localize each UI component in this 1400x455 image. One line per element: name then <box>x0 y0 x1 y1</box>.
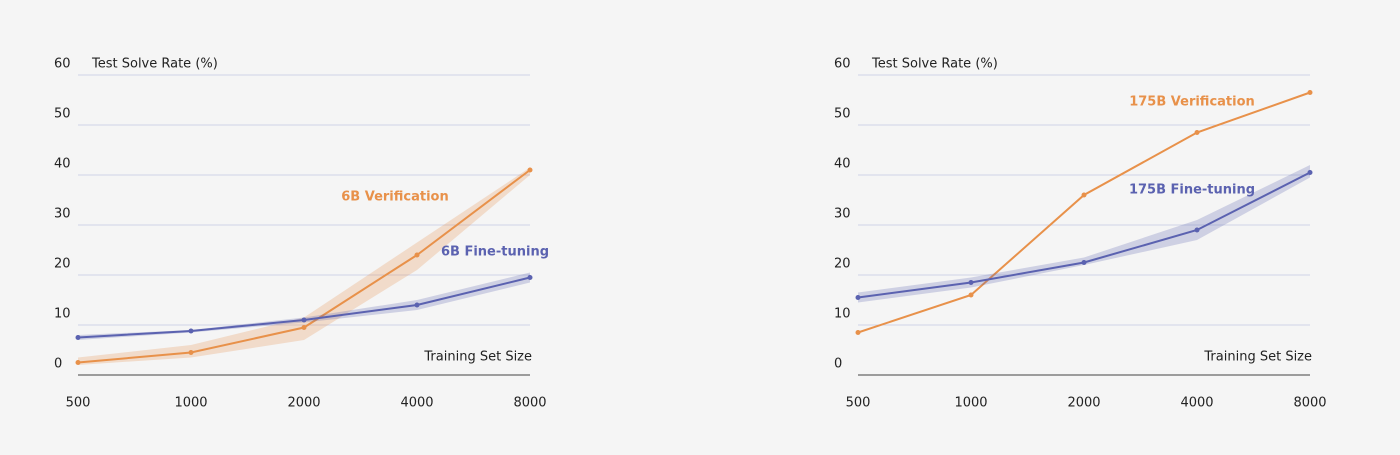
x-tick-label: 1000 <box>954 396 987 411</box>
x-tick-label: 4000 <box>400 396 433 411</box>
data-point <box>1081 192 1087 198</box>
data-point <box>1194 130 1200 135</box>
series-label: 175B Verification <box>1129 95 1255 110</box>
y-tick-label: 50 <box>54 107 71 122</box>
x-tick-label: 500 <box>66 396 91 411</box>
x-tick-label: 4000 <box>1180 396 1213 411</box>
data-point <box>1307 170 1313 175</box>
x-tick-label: 2000 <box>287 396 320 411</box>
y-tick-label: 30 <box>834 207 851 222</box>
confidence-band <box>858 165 1310 303</box>
series-label: 175B Fine-tuning <box>1129 183 1255 198</box>
confidence-band <box>78 272 530 340</box>
y-tick-label: 20 <box>834 257 851 272</box>
data-point <box>301 325 307 330</box>
y-tick-label: 60 <box>834 57 851 72</box>
data-point <box>188 350 194 355</box>
data-point <box>414 302 420 308</box>
series-label: 6B Fine-tuning <box>441 245 549 260</box>
y-tick-label: 0 <box>834 357 842 372</box>
data-point <box>968 292 974 298</box>
x-tick-label: 8000 <box>513 396 546 411</box>
data-point <box>527 275 533 280</box>
y-tick-label: 60 <box>54 57 71 72</box>
data-point <box>1307 90 1313 95</box>
x-axis-label: Training Set Size <box>423 350 532 365</box>
x-tick-label: 8000 <box>1293 396 1326 411</box>
y-tick-label: 50 <box>834 107 851 122</box>
data-point <box>1194 227 1200 233</box>
data-point <box>855 295 861 300</box>
data-point <box>968 280 974 285</box>
series-label: 6B Verification <box>341 190 449 205</box>
y-tick-label: 10 <box>834 307 851 322</box>
x-tick-label: 2000 <box>1067 396 1100 411</box>
data-point <box>301 317 307 323</box>
data-point <box>414 252 420 258</box>
x-tick-label: 500 <box>846 396 871 411</box>
y-axis-label: Test Solve Rate (%) <box>871 57 998 72</box>
data-point <box>188 328 194 334</box>
x-axis-label: Training Set Size <box>1203 350 1312 365</box>
y-tick-label: 0 <box>54 357 62 372</box>
y-axis-label: Test Solve Rate (%) <box>91 57 218 72</box>
data-point <box>527 167 533 173</box>
x-tick-label: 1000 <box>174 396 207 411</box>
data-point <box>75 335 81 340</box>
y-tick-label: 40 <box>834 157 851 172</box>
y-tick-label: 10 <box>54 307 71 322</box>
y-tick-label: 20 <box>54 257 71 272</box>
data-point <box>75 360 81 365</box>
y-tick-label: 30 <box>54 207 71 222</box>
data-point <box>855 330 861 335</box>
data-point <box>1081 260 1087 265</box>
y-tick-label: 40 <box>54 157 71 172</box>
